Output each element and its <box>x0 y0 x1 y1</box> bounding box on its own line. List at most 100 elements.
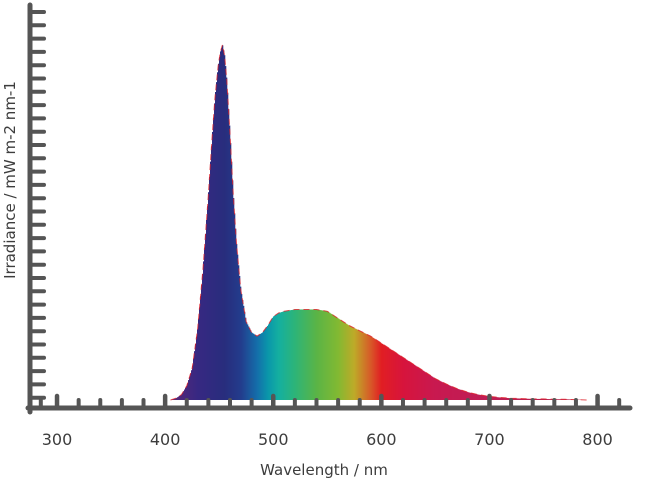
spectrum-slice <box>526 398 528 400</box>
spectrum-slice <box>536 398 538 400</box>
spectrum-slice <box>521 398 523 400</box>
spectrum-slice <box>540 398 542 400</box>
spectrum-slice <box>351 326 353 400</box>
spectrum-slice <box>201 285 203 400</box>
axes-group <box>25 2 633 415</box>
spectrum-slice <box>505 397 507 400</box>
spectrum-slice <box>223 50 225 401</box>
spectrum-slice <box>209 176 211 400</box>
spectrum-slice <box>222 45 224 400</box>
spectrum-slice <box>199 307 201 400</box>
spectrum-slice <box>380 342 382 400</box>
spectrum-slice <box>247 324 249 400</box>
spectrum-slice <box>370 336 372 400</box>
spectrum-slice <box>235 228 237 400</box>
spectrum-slice <box>345 323 347 400</box>
spectrum-slice <box>229 125 231 401</box>
spectrum-slice <box>181 394 183 400</box>
spectrum-slice <box>339 319 341 400</box>
spectrum-slice <box>238 265 240 400</box>
spectrum-slice <box>437 379 439 400</box>
spectrum-slice <box>502 397 504 400</box>
y-axis-title: Irradiance / mW m-2 nm-1 <box>1 81 19 279</box>
spectrum-slice <box>312 309 314 400</box>
spectrum-slice <box>543 398 545 400</box>
spectrum-slice <box>534 398 536 400</box>
spectrum-slice <box>442 382 444 400</box>
spectrum-slice <box>503 397 505 400</box>
spectrum-slice <box>485 395 487 400</box>
spectrum-slice <box>326 311 328 400</box>
spectrum-slice <box>310 309 312 400</box>
spectrum-slice <box>261 333 263 400</box>
spectrum-slice <box>558 399 560 400</box>
spectrum-slice <box>190 373 192 400</box>
spectrum-slice <box>227 92 229 400</box>
spectrum-slice <box>405 359 407 400</box>
spectrum-slice <box>294 309 296 400</box>
spectrum-slice <box>444 383 446 400</box>
spectrum-slice <box>333 315 335 400</box>
spectrum-slice <box>417 366 419 400</box>
spectrum-slice <box>427 373 429 400</box>
spectrum-slice <box>293 309 295 400</box>
spectrum-slice <box>522 398 524 400</box>
spectrum-slice <box>410 362 412 400</box>
spectrum-slice <box>450 385 452 400</box>
spectrum-slice <box>267 325 269 400</box>
spectrum-slice <box>207 206 209 400</box>
spectrum-slice <box>308 309 310 400</box>
spectrum-slice <box>295 309 297 400</box>
spectrum-slice <box>407 360 409 400</box>
spectrum-slice <box>327 311 329 400</box>
spectrum-slice <box>459 389 461 400</box>
spectrum-slice <box>408 361 410 400</box>
spectrum-slice <box>527 398 529 400</box>
spectrum-slice <box>256 335 258 400</box>
spectrum-slice <box>330 313 332 400</box>
spectrum-slice <box>545 399 547 400</box>
spectrum-slice <box>186 386 188 400</box>
spectrum-slice <box>415 365 417 400</box>
spectrum-slice <box>474 393 476 400</box>
x-tick-label: 600 <box>366 430 397 449</box>
spectrum-slice <box>401 356 403 400</box>
spectrum-slice <box>496 397 498 400</box>
spectrum-slice <box>549 399 551 400</box>
spectrum-slice <box>237 254 239 400</box>
spectrum-slice <box>438 380 440 400</box>
spectrum-slice <box>377 340 379 400</box>
spectrum-slice <box>215 91 217 400</box>
spectrum-slice <box>535 398 537 400</box>
spectrum-slice <box>337 317 339 400</box>
spectrum-slice <box>399 355 401 400</box>
spectrum-slice <box>431 376 433 400</box>
spectrum-slice <box>445 383 447 400</box>
spectrum-slice <box>372 337 374 400</box>
spectrum-slice <box>278 313 280 400</box>
spectrum-slice <box>547 399 549 400</box>
spectrum-slice <box>257 335 259 400</box>
spectrum-slice <box>439 380 441 400</box>
spectrum-slice <box>264 329 266 400</box>
spectrum-slice <box>460 389 462 400</box>
spectrum-slice <box>275 315 277 400</box>
spectrum-slice <box>323 310 325 400</box>
spectrum-slice <box>306 309 308 400</box>
spectrum-slice <box>270 321 272 400</box>
spectrum-slice <box>413 364 415 400</box>
spectrum-slice <box>400 355 402 400</box>
spectrum-slice <box>537 398 539 400</box>
spectrum-slice <box>471 393 473 400</box>
spectrum-slice <box>350 326 352 400</box>
spectrum-slice <box>456 388 458 400</box>
spectrum-slice <box>324 310 326 400</box>
spectrum-slice <box>289 310 291 400</box>
spectrum-slice <box>384 345 386 400</box>
spectrum-slice <box>544 398 546 400</box>
spectrum-slice <box>426 372 428 400</box>
spectrum-slice <box>280 312 282 400</box>
spectrum-slice <box>482 395 484 400</box>
spectrum-slice <box>292 309 294 400</box>
spectrum-slice <box>234 213 236 400</box>
